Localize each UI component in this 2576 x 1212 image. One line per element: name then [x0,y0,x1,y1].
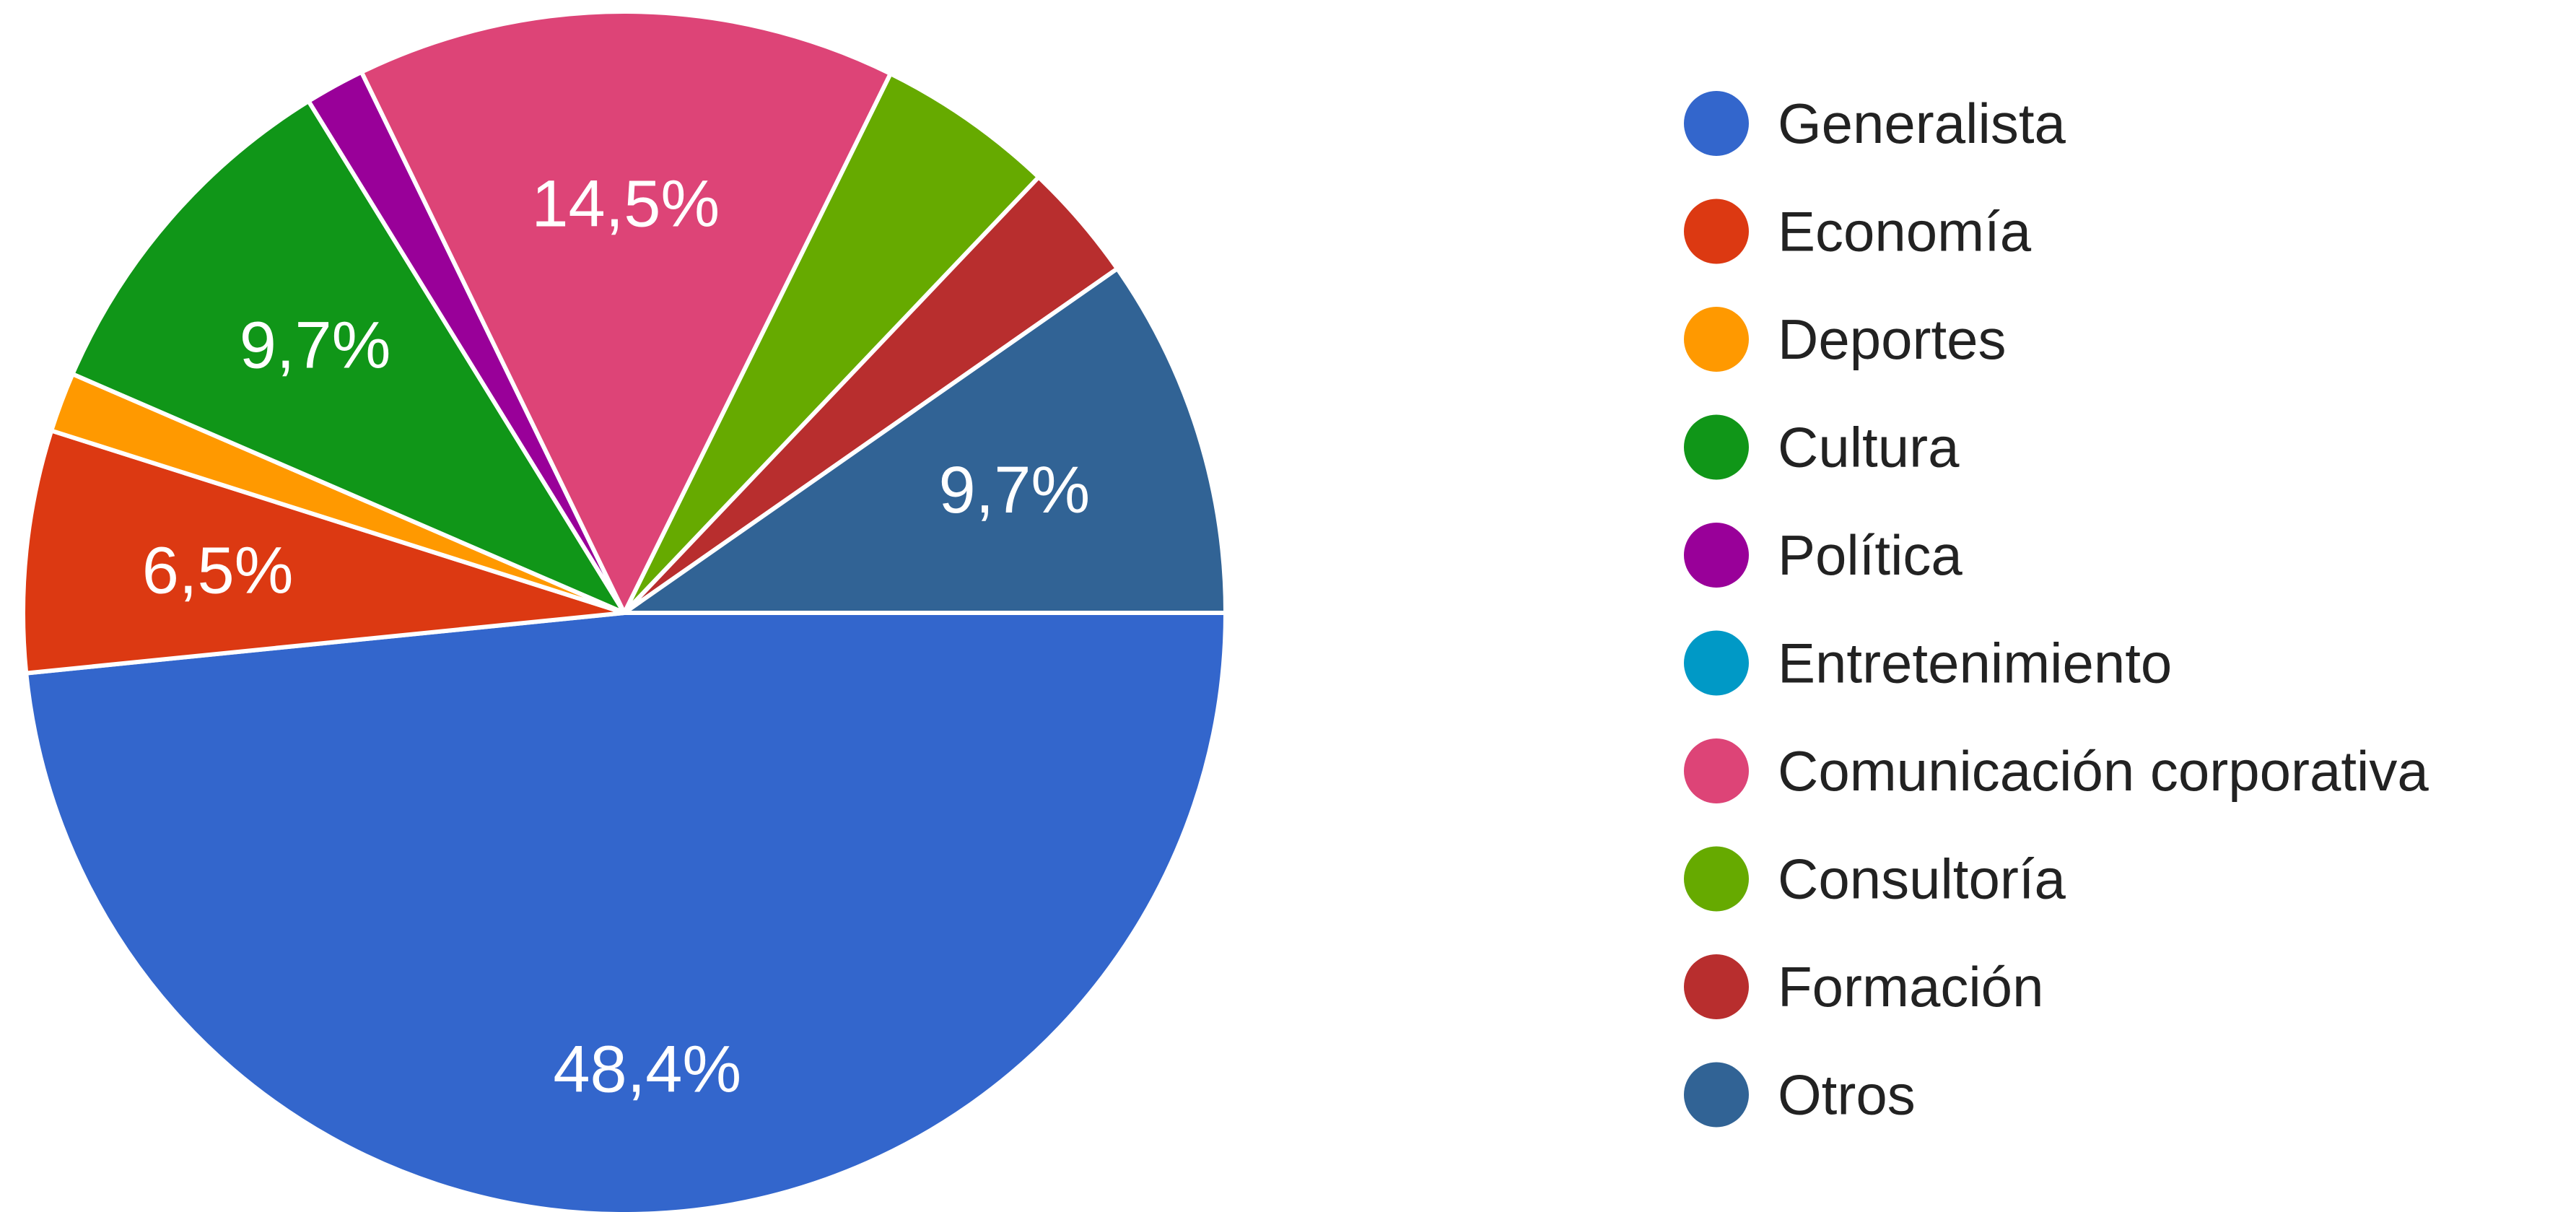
legend-swatch [1684,738,1749,803]
slice-label: 6,5% [142,533,294,607]
pie-slice [24,611,1228,1212]
legend-label: Otros [1778,1063,1916,1127]
legend-swatch [1684,1062,1749,1128]
legend-label: Deportes [1778,308,2007,371]
pie-slice [70,99,626,615]
legend-swatch [1684,846,1749,912]
pie-slice [21,428,626,676]
legend-swatch [1684,91,1749,156]
legend-label: Cultura [1778,416,1960,479]
legend-label: Comunicación corporativa [1778,739,2429,803]
legend-swatch [1684,523,1749,588]
legend-swatch [1684,307,1749,372]
pie-slice [622,71,1042,615]
slice-label: 9,7% [938,453,1090,527]
slice-label: 14,5% [531,167,720,241]
slice-label: 48,4% [553,1032,741,1106]
legend-label: Formación [1778,955,2043,1019]
legend-label: Política [1778,523,1962,587]
legend-label: Generalista [1778,92,2066,155]
legend-swatch [1684,199,1749,264]
pie-slice [622,266,1228,615]
slice-label: 9,7% [240,308,391,382]
legend-label: Economía [1778,200,2032,263]
legend-swatch [1684,414,1749,480]
legend-label: Consultoría [1778,847,2066,911]
legend-swatch [1684,630,1749,696]
pie-slice [359,9,893,615]
legend-swatch [1684,954,1749,1019]
legend-label: Entretenimiento [1778,632,2172,695]
